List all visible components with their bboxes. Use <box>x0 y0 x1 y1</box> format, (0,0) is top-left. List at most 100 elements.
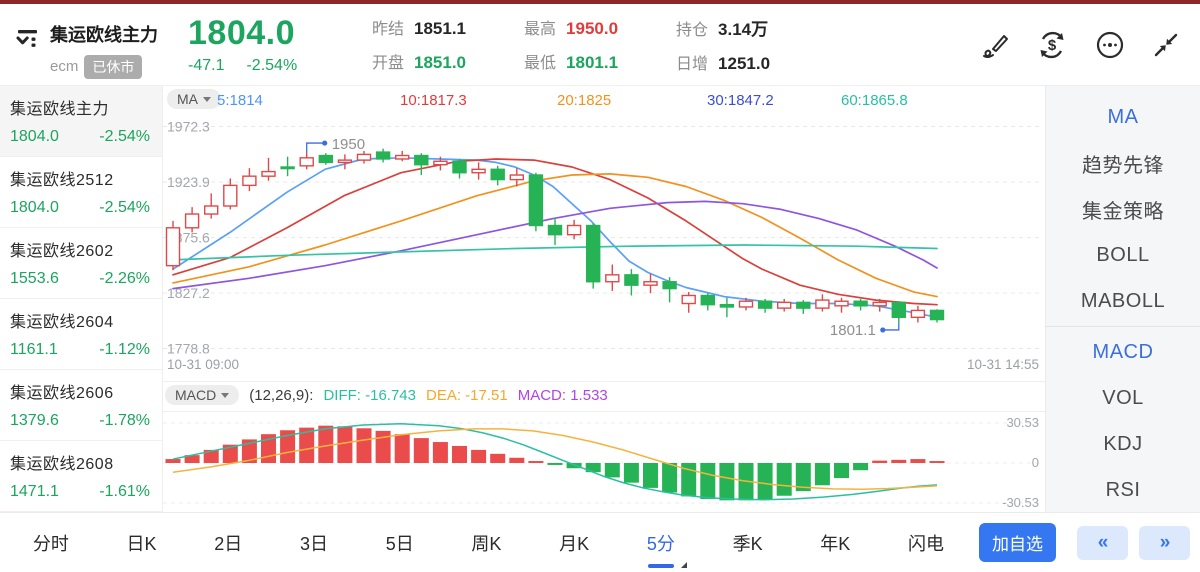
chart-area: 1972.3 1923.9 1875.6 1827.2 1778.8 10-31 09:0… <box>163 86 1045 512</box>
tab-5分[interactable]: 5分 <box>645 524 687 568</box>
watchlist-item[interactable]: 集运欧线2512 1804.0 -2.54% <box>0 157 162 228</box>
tab-3日[interactable]: 3日 <box>299 533 328 554</box>
svg-text:0: 0 <box>1032 455 1039 470</box>
market-status-badge: 已休市 <box>84 54 143 79</box>
svg-text:$: $ <box>1048 37 1057 54</box>
svg-text:-30.53: -30.53 <box>1002 495 1039 510</box>
ma-value-label: 20:1825 <box>557 92 612 109</box>
indicator-item-MABOLL[interactable]: MABOLL <box>1080 289 1166 312</box>
macd-params: (12,26,9): <box>249 386 314 404</box>
draw-icon[interactable] <box>980 30 1010 60</box>
stat-value: 3.14万 <box>718 20 769 39</box>
stat-value: 1950.0 <box>566 19 619 38</box>
svg-text:1972.3: 1972.3 <box>167 119 210 135</box>
tab-季K[interactable]: 季K <box>732 533 763 554</box>
chevron-down-icon <box>221 392 230 398</box>
ma-value-label: 30:1847.2 <box>707 92 774 109</box>
svg-text:1801.1: 1801.1 <box>830 322 876 339</box>
tab-年K[interactable]: 年K <box>820 533 851 554</box>
indicator-item-MA[interactable]: MA <box>1107 105 1139 128</box>
stat-label: 昨结 <box>372 21 405 38</box>
ma-indicator-row: MA 5:1814 10:1817.3 20:1825 30:1847.2 60:186… <box>165 89 1047 113</box>
svg-text:10-31 14:55: 10-31 14:55 <box>967 357 1039 372</box>
watchlist-item[interactable]: 集运欧线主力 1804.0 -2.54% <box>0 86 162 157</box>
watchlist-item-price: 1471.1 <box>10 483 59 500</box>
macd-indicator-row: MACD (12,26,9): DIFF: -16.743 DEA: -17.51 M… <box>165 385 608 405</box>
stat-value: 1801.1 <box>566 53 619 72</box>
stat-label: 持仓 <box>676 22 709 39</box>
watchlist-item-price: 1804.0 <box>10 128 59 145</box>
price-change: -47.1 <box>188 57 225 74</box>
macd-value-label: MACD: 1.533 <box>517 386 608 404</box>
watchlist-item-name: 集运欧线2606 <box>10 385 114 402</box>
tab-闪电[interactable]: 闪电 <box>908 533 945 554</box>
indicator-item-集金策略[interactable]: 集金策略 <box>1082 200 1164 223</box>
indicator-item-VOL[interactable]: VOL <box>1102 386 1144 409</box>
watchlist-item-name: 集运欧线2604 <box>10 314 114 331</box>
stat-value: 1251.0 <box>718 54 771 73</box>
svg-text:1923.9: 1923.9 <box>167 174 210 190</box>
ma-value-label: 60:1865.8 <box>841 92 908 109</box>
indicator-item-RSI[interactable]: RSI <box>1105 478 1141 501</box>
header-stats: 昨结 1851.1 开盘 1851.0 最高 1950.0 最低 1801.1 持仓 3.14万日… <box>362 15 980 74</box>
indicator-item-BOLL[interactable]: BOLL <box>1096 243 1150 266</box>
stat-最高: 最高 1950.0 <box>524 15 618 39</box>
watchlist: 集运欧线主力 1804.0 -2.54% 集运欧线2512 1804.0 -2.54% 集运… <box>0 86 163 512</box>
tab-日K[interactable]: 日K <box>126 533 157 554</box>
tab-分时[interactable]: 分时 <box>32 533 69 554</box>
watchlist-item-pct: -1.61% <box>99 483 150 500</box>
exchange-code: ecm <box>50 58 79 75</box>
header: 集运欧线主力 ecm 已休市 1804.0 -47.1 -2.54% 昨结 185… <box>0 4 1200 85</box>
tab-2日[interactable]: 2日 <box>214 533 243 554</box>
watchlist-item-name: 集运欧线2512 <box>10 172 114 189</box>
watchlist-item-name: 集运欧线主力 <box>10 101 110 118</box>
watchlist-item-price: 1804.0 <box>10 199 59 216</box>
stat-最低: 最低 1801.1 <box>524 49 618 73</box>
add-watchlist-button[interactable]: 加自选 <box>979 523 1056 562</box>
quote-list-icon[interactable] <box>14 25 40 56</box>
more-icon[interactable] <box>1094 29 1126 61</box>
macd-value-label: DEA: -17.51 <box>426 386 508 404</box>
watchlist-item-name: 集运欧线2602 <box>10 243 114 260</box>
watchlist-item-pct: -1.12% <box>99 341 150 358</box>
watchlist-item[interactable]: 集运欧线2602 1553.6 -2.26% <box>0 228 162 299</box>
watchlist-item-pct: -1.78% <box>99 412 150 429</box>
svg-text:1778.8: 1778.8 <box>167 341 210 357</box>
watchlist-item-pct: -2.54% <box>99 199 150 216</box>
period-tabbar: 分时 日K 2日 3日 5日 周K 月K 5分 季K 年K 闪电 加自选 « » <box>0 512 1200 572</box>
svg-text:1950: 1950 <box>332 136 365 153</box>
top-accent-bar <box>0 0 1200 4</box>
watchlist-item[interactable]: 集运欧线2604 1161.1 -1.12% <box>0 299 162 370</box>
ma-selector-pill[interactable]: MA <box>167 89 221 109</box>
svg-text:10-31 09:00: 10-31 09:00 <box>167 357 239 372</box>
chevron-right-button[interactable]: » <box>1139 525 1190 560</box>
dropdown-corner-icon <box>680 561 687 568</box>
stat-label: 最高 <box>524 21 557 38</box>
indicator-item-趋势先锋[interactable]: 趋势先锋 <box>1082 154 1164 177</box>
macd-value-label: DIFF: -16.743 <box>323 386 416 404</box>
watchlist-item-pct: -2.26% <box>99 270 150 287</box>
watchlist-item[interactable]: 集运欧线2608 1471.1 -1.61% <box>0 441 162 512</box>
watchlist-item[interactable]: 集运欧线2606 1379.6 -1.78% <box>0 370 162 441</box>
price-change-pct: -2.54% <box>246 57 298 74</box>
last-price: 1804.0 <box>188 14 295 52</box>
stat-昨结: 昨结 1851.1 <box>372 15 466 39</box>
stat-label: 最低 <box>524 55 557 72</box>
ma-value-label: 10:1817.3 <box>400 92 467 109</box>
stat-开盘: 开盘 1851.0 <box>372 49 466 73</box>
indicator-item-MACD[interactable]: MACD <box>1092 340 1154 363</box>
stat-label: 开盘 <box>372 55 405 72</box>
macd-selector-pill[interactable]: MACD <box>165 385 240 405</box>
stat-value: 1851.0 <box>414 53 467 72</box>
watchlist-item-price: 1161.1 <box>10 341 58 358</box>
stat-label: 日增 <box>676 56 709 73</box>
tab-月K[interactable]: 月K <box>559 533 590 554</box>
indicator-item-KDJ[interactable]: KDJ <box>1103 432 1143 455</box>
stat-日增: 日增 1251.0 <box>676 50 770 74</box>
collapse-icon[interactable] <box>1152 31 1180 59</box>
trade-dollar-icon[interactable]: $ <box>1036 29 1068 61</box>
tab-5日[interactable]: 5日 <box>385 533 414 554</box>
chevron-left-button[interactable]: « <box>1077 525 1128 560</box>
tab-周K[interactable]: 周K <box>471 533 502 554</box>
